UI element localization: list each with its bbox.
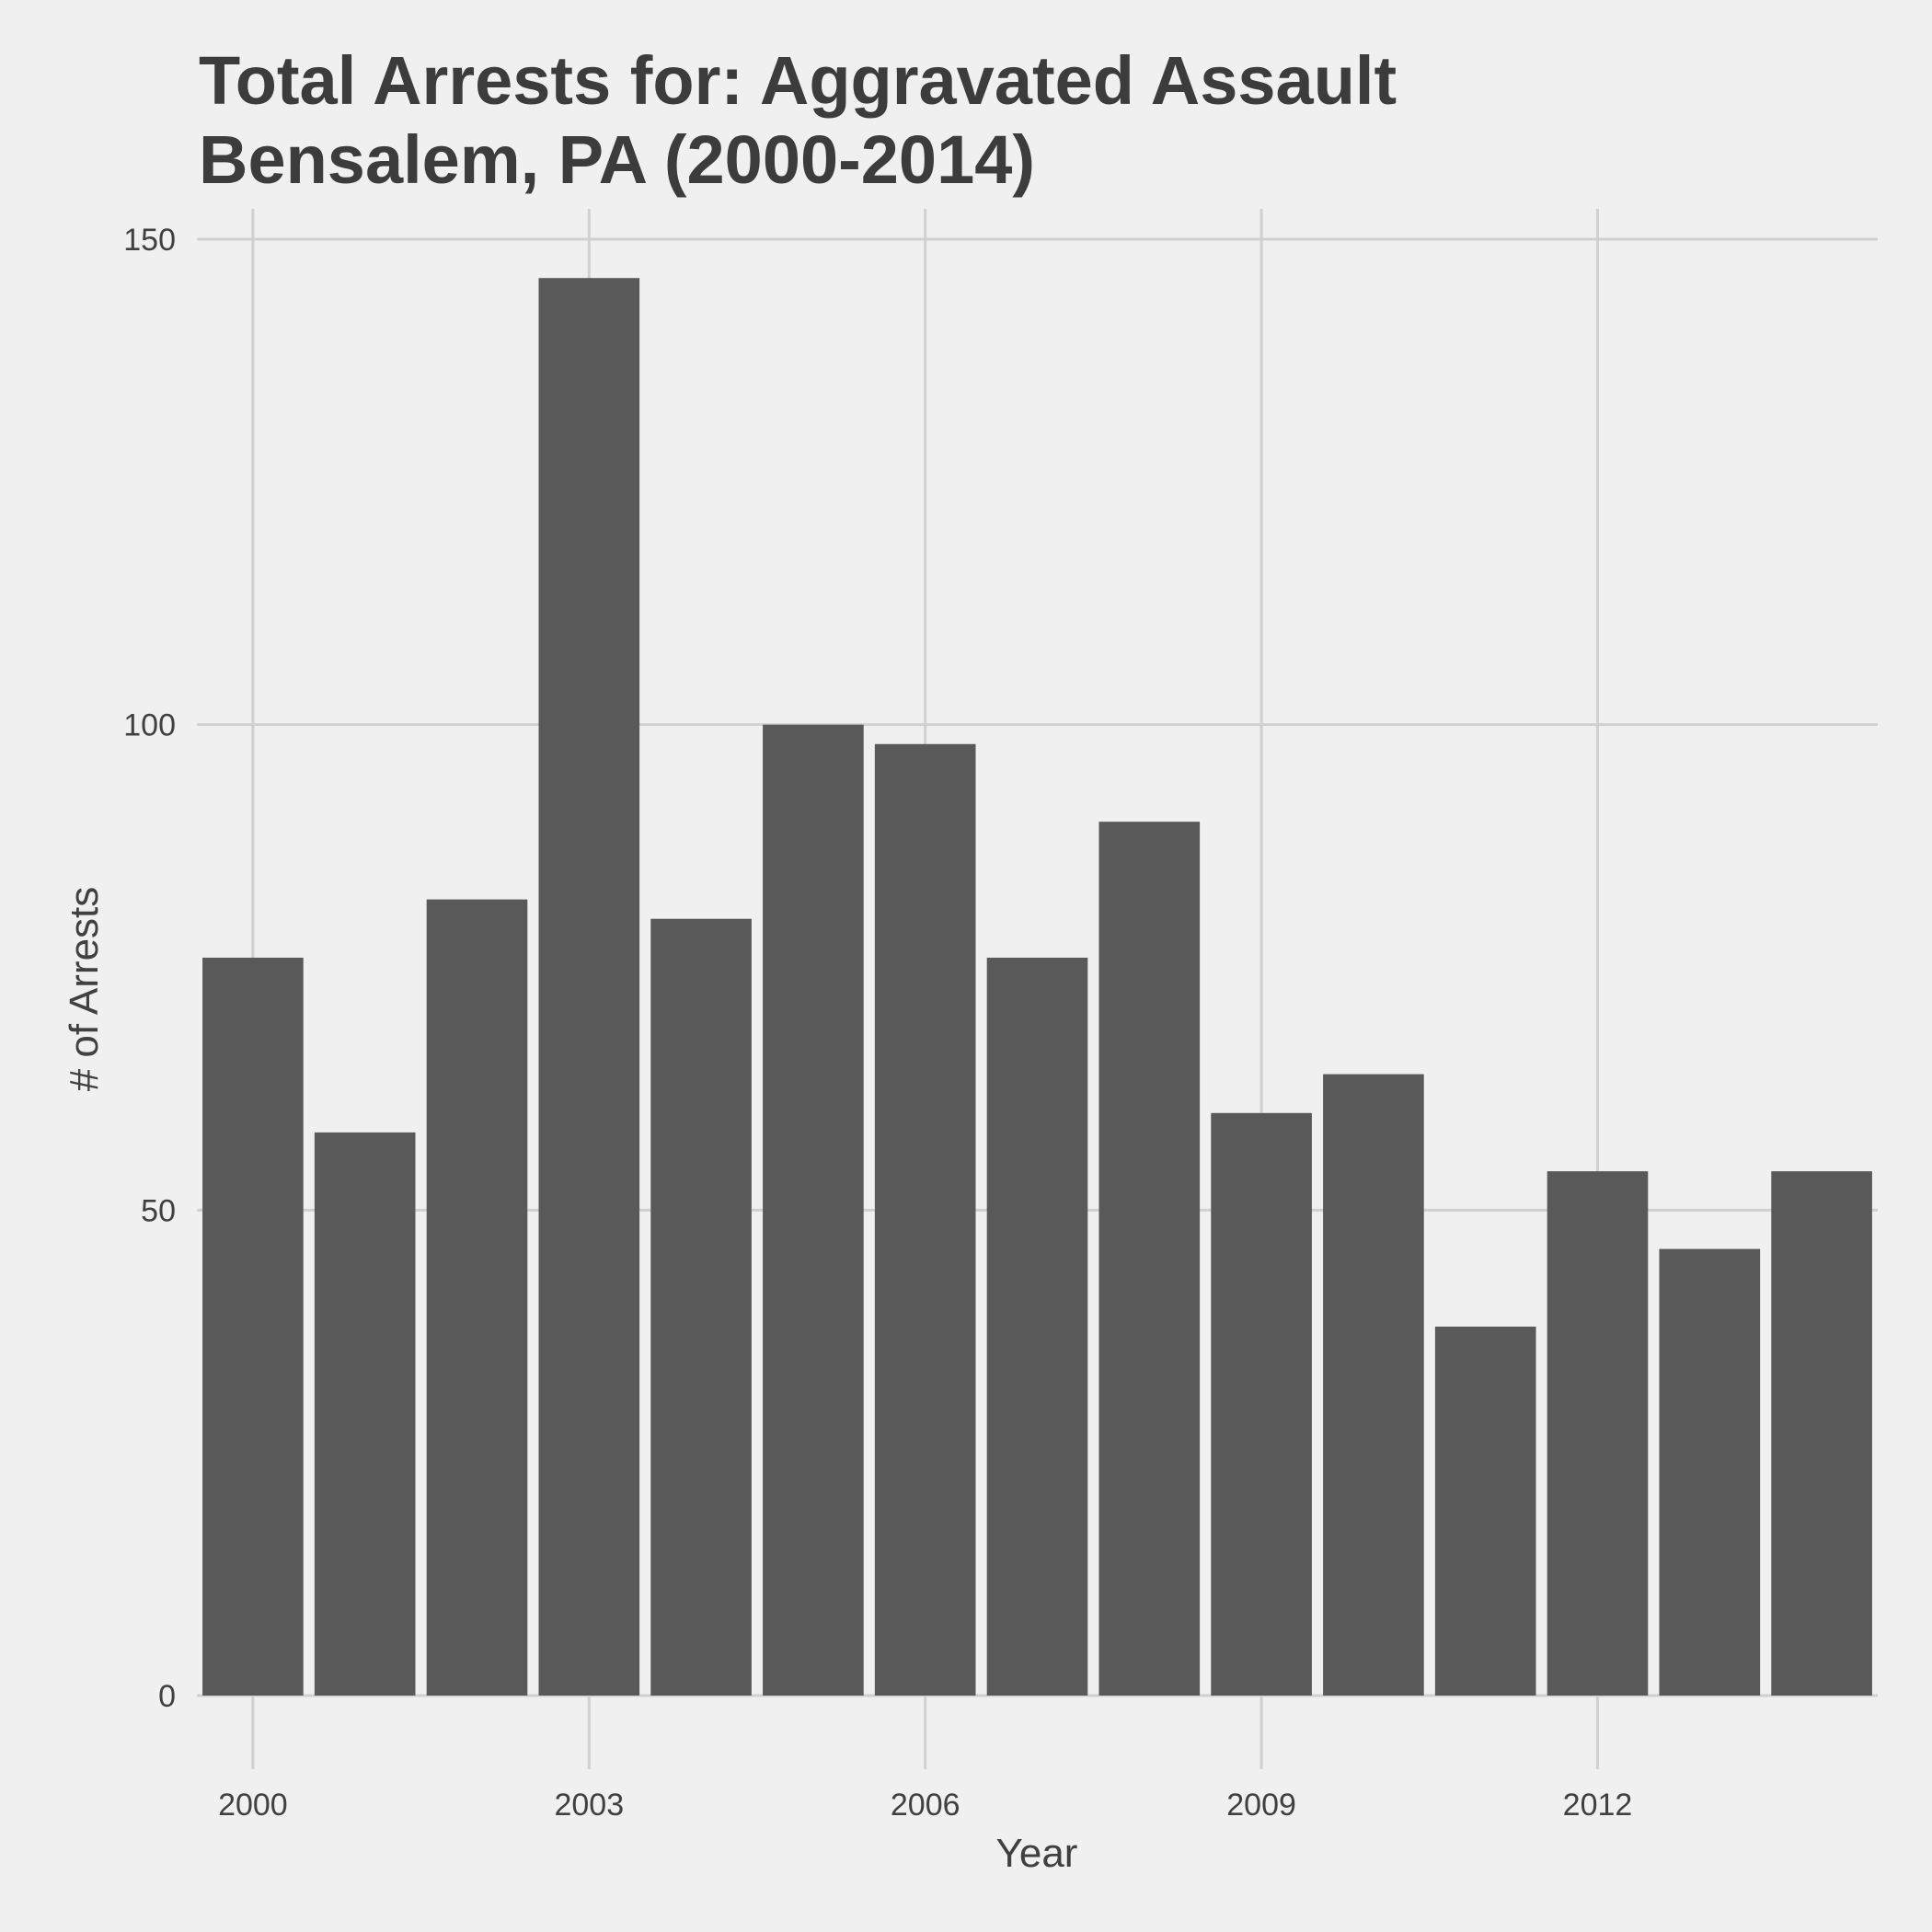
y-axis-title: # of Arrests: [62, 887, 107, 1092]
x-tick-label-2009: 2009: [1226, 1788, 1296, 1823]
x-axis-ticks: 2000 2003 2006 2009 2012: [218, 1788, 1632, 1823]
bar-2006: [874, 743, 976, 1696]
bar-2005: [763, 724, 864, 1696]
y-tick-label-100: 100: [123, 708, 176, 743]
y-axis-ticks: 0 50 100 150: [123, 223, 176, 1714]
bars: [202, 278, 1872, 1696]
chart-title-line-2: Bensalem, PA (2000-2014): [199, 121, 1035, 198]
bar-2009: [1211, 1112, 1312, 1696]
bar-2011: [1434, 1326, 1536, 1696]
y-tick-label-50: 50: [141, 1193, 176, 1228]
bar-2000: [202, 957, 304, 1696]
bar-2002: [426, 899, 528, 1696]
x-tick-label-2006: 2006: [891, 1788, 960, 1823]
bar-2003: [538, 278, 640, 1696]
x-tick-label-2012: 2012: [1563, 1788, 1633, 1823]
y-tick-label-150: 150: [123, 223, 176, 258]
bar-2007: [986, 957, 1088, 1696]
bar-2008: [1098, 822, 1201, 1696]
bar-2001: [314, 1132, 416, 1696]
x-tick-label-2003: 2003: [554, 1788, 624, 1823]
bar-2012: [1547, 1171, 1649, 1696]
x-tick-label-2000: 2000: [218, 1788, 288, 1823]
bar-2004: [650, 918, 752, 1696]
x-axis-title: Year: [996, 1831, 1078, 1876]
y-tick-label-0: 0: [158, 1679, 176, 1714]
chart-title: Total Arrests for: Aggravated Assault Be…: [199, 42, 1397, 198]
bar-2014: [1771, 1171, 1872, 1696]
bar-2013: [1659, 1248, 1761, 1696]
bar-2010: [1323, 1074, 1424, 1696]
chart-title-line-1: Total Arrests for: Aggravated Assault: [199, 42, 1397, 119]
